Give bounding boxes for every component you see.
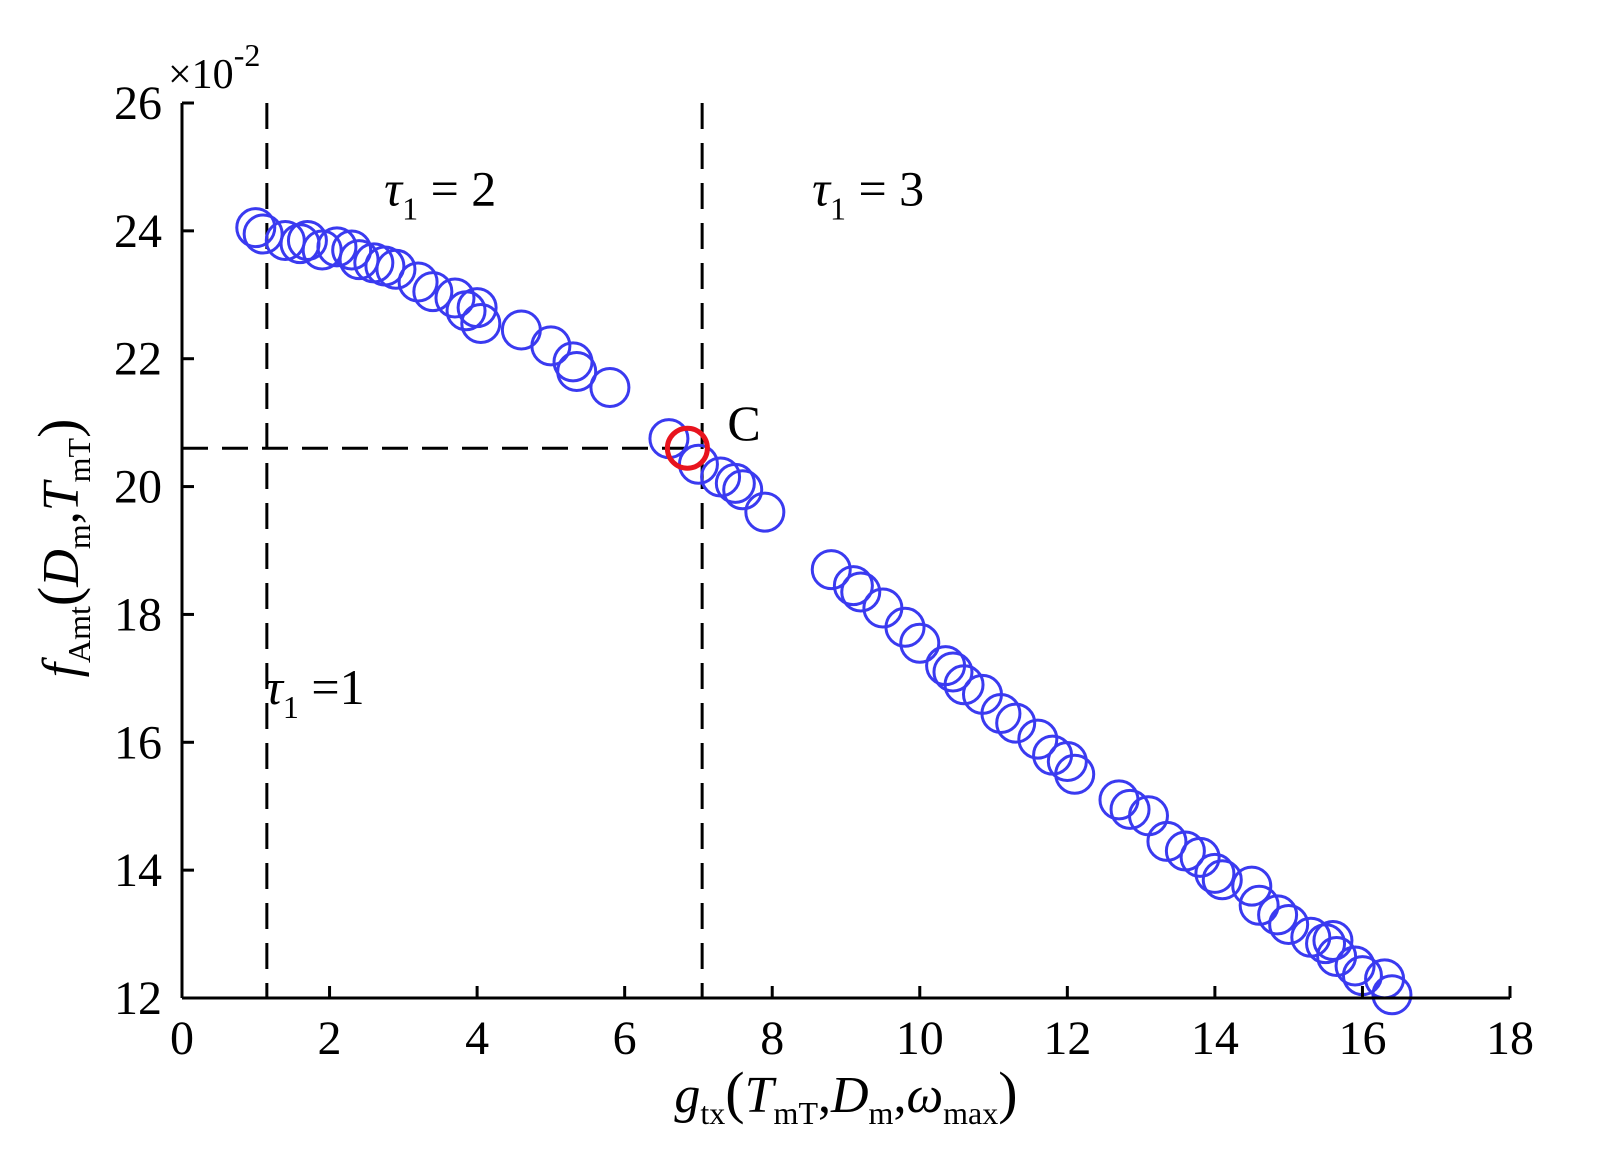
data-point-65 — [1371, 974, 1413, 1016]
tau-annotation-2: τ1 = 3 — [812, 160, 924, 226]
data-point-32 — [840, 571, 882, 613]
x-tick-label: 10 — [896, 1012, 944, 1065]
reference-lines — [182, 103, 704, 998]
y-tick-label: 22 — [114, 333, 162, 386]
highlight-point-c — [664, 425, 710, 471]
data-point-44 — [1046, 740, 1088, 782]
tau-annotation-3: τ1 =1 — [265, 659, 365, 725]
point-c-label: C — [727, 395, 760, 451]
x-tick-label: 18 — [1486, 1012, 1534, 1065]
data-point-27 — [714, 462, 756, 504]
data-point-57 — [1268, 903, 1310, 945]
data-point-17 — [456, 287, 498, 329]
data-point-55 — [1238, 884, 1280, 926]
data-point-8 — [331, 229, 373, 271]
x-tick-label: 4 — [465, 1012, 489, 1065]
data-point-34 — [884, 606, 926, 648]
data-point-20 — [530, 325, 572, 367]
data-points — [235, 207, 1413, 1016]
data-point-60 — [1312, 919, 1354, 961]
data-point-19 — [500, 309, 542, 351]
data-point-28 — [722, 469, 764, 511]
data-point-15 — [434, 277, 476, 319]
y-tick-label: 16 — [114, 716, 162, 769]
y-axis-label: fAmt(Dm,TmT) — [26, 419, 97, 678]
y-tick-label: 24 — [114, 205, 162, 258]
data-point-7 — [316, 226, 358, 268]
data-point-41 — [995, 702, 1037, 744]
data-point-46 — [1098, 779, 1140, 821]
annotations: τ1 = 2 τ1 = 3 τ1 =1 C — [265, 160, 924, 725]
y-tick-label: 18 — [114, 588, 162, 641]
data-point-18 — [460, 303, 502, 345]
y-tick-label: 20 — [114, 461, 162, 514]
data-point-13 — [397, 261, 439, 303]
data-point-49 — [1146, 820, 1188, 862]
data-point-14 — [412, 271, 454, 313]
x-tick-label: 8 — [760, 1012, 784, 1065]
data-point-45 — [1054, 753, 1096, 795]
y-tick-label: 26 — [114, 77, 162, 130]
x-tick-label: 0 — [170, 1012, 194, 1065]
data-point-35 — [899, 622, 941, 664]
data-point-22 — [556, 351, 598, 392]
data-point-51 — [1179, 836, 1221, 878]
data-point-31 — [832, 565, 874, 607]
data-point-54 — [1231, 865, 1273, 907]
y-tick-label: 14 — [114, 844, 162, 897]
x-axis-label: gtx(TmT,Dm,ωmax) — [674, 1060, 1017, 1131]
data-point-1 — [235, 207, 277, 249]
x-tick-label: 2 — [318, 1012, 342, 1065]
data-point-47 — [1109, 788, 1151, 830]
x-tick-label: 16 — [1338, 1012, 1386, 1065]
data-point-37 — [932, 651, 974, 693]
axes — [180, 103, 1510, 1000]
data-point-56 — [1257, 894, 1299, 936]
y-axis-multiplier: ×10-2 — [168, 37, 260, 98]
axis-labels: gtx(TmT,Dm,ωmax) fAmt(Dm,TmT) — [26, 419, 1018, 1131]
data-point-38 — [943, 664, 985, 706]
data-point-30 — [810, 549, 852, 591]
data-point-5 — [286, 219, 328, 261]
data-point-2 — [242, 213, 284, 255]
data-point-59 — [1305, 923, 1347, 965]
data-point-42 — [1017, 718, 1059, 760]
data-point-29 — [744, 491, 786, 533]
data-point-23 — [589, 366, 631, 408]
data-point-40 — [980, 693, 1022, 735]
x-tick-label: 6 — [613, 1012, 637, 1065]
data-point-62 — [1334, 945, 1376, 987]
x-tick-label: 12 — [1043, 1012, 1091, 1065]
x-tick-label: 14 — [1191, 1012, 1239, 1065]
tau-annotation-1: τ1 = 2 — [384, 160, 496, 226]
y-tick-label: 12 — [114, 972, 162, 1025]
data-point-53 — [1201, 859, 1243, 901]
data-point-52 — [1194, 852, 1236, 894]
data-point-12 — [375, 248, 417, 290]
